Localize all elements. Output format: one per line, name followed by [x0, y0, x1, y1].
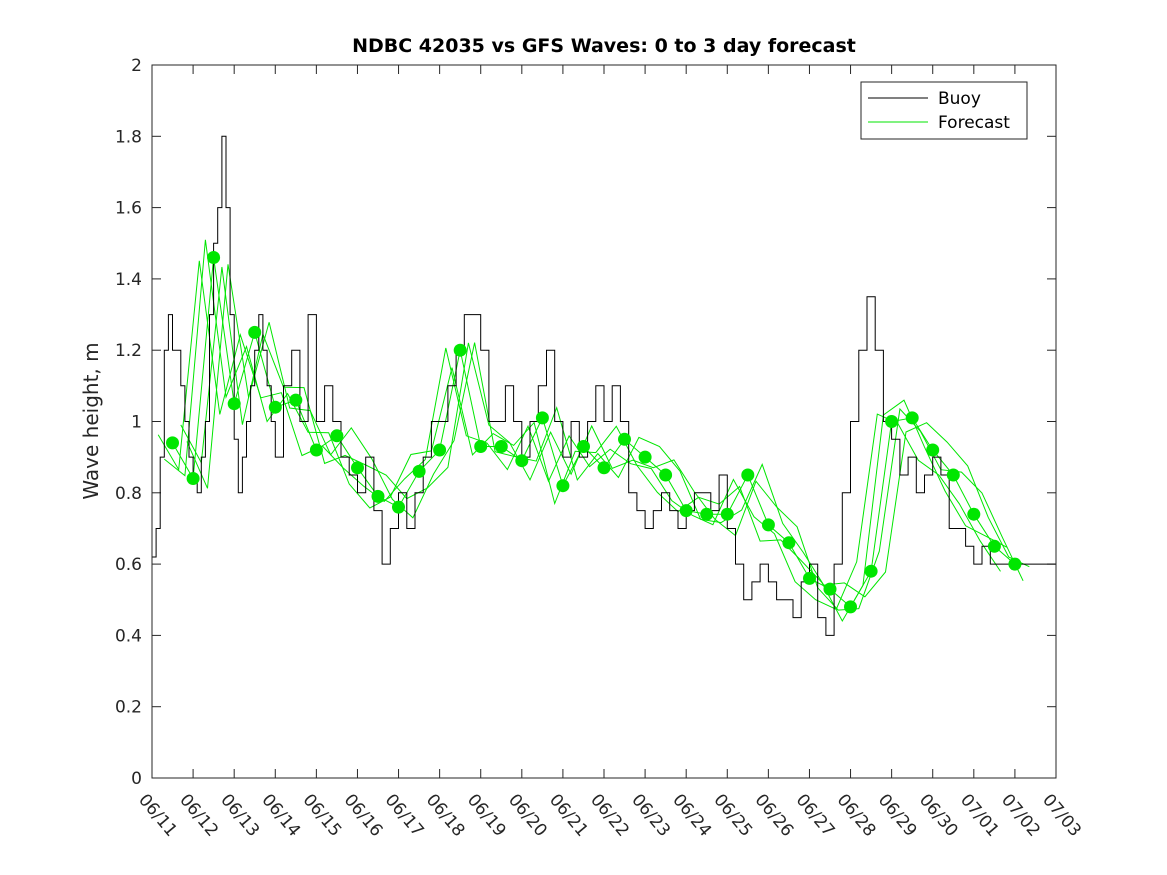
legend-buoy-label: Buoy [938, 89, 981, 109]
y-tick-label: 0.2 [115, 698, 142, 718]
forecast-point [309, 443, 323, 457]
forecast-point [207, 251, 221, 264]
forecast-point [946, 468, 960, 482]
forecast-point [659, 468, 673, 482]
forecast-point [227, 397, 241, 411]
forecast-point [823, 582, 837, 596]
forecast-point [248, 325, 262, 339]
forecast-point [761, 518, 775, 532]
y-tick-label: 2 [131, 56, 142, 76]
chart-title: NDBC 42035 vs GFS Waves: 0 to 3 day fore… [352, 35, 856, 57]
forecast-point [268, 400, 282, 414]
forecast-point [782, 536, 796, 550]
series-layer [152, 135, 1056, 636]
forecast-point [638, 450, 652, 464]
y-tick-label: 1 [131, 413, 142, 433]
forecast-point [679, 504, 693, 518]
forecast-point [453, 343, 467, 357]
forecast-point [474, 440, 488, 453]
forecast-point [371, 489, 385, 503]
forecast-point [186, 472, 200, 485]
forecast-point [741, 468, 755, 482]
y-tick-label: 0.8 [115, 484, 142, 504]
forecast-point [1008, 557, 1022, 571]
y-tick-label: 0 [131, 769, 142, 789]
forecast-point [905, 411, 919, 425]
legend-forecast-label: Forecast [938, 113, 1010, 133]
forecast-point [289, 393, 303, 407]
forecast-point [720, 507, 734, 521]
y-axis-label: Wave height, m [79, 342, 103, 499]
legend-box [860, 81, 1028, 140]
forecast-point [597, 461, 611, 475]
forecast-point [844, 600, 857, 614]
plot-frame [151, 64, 1057, 779]
forecast-point [535, 411, 549, 425]
y-tick-label: 1.4 [115, 270, 142, 290]
forecast-point [556, 479, 570, 493]
forecast-run-line [172, 257, 1016, 608]
y-tick-label: 0.6 [115, 555, 142, 575]
forecast-point [433, 443, 447, 457]
forecast-point [618, 432, 631, 446]
forecast-point [864, 564, 878, 578]
y-axis: 0 0.2 0.4 0.6 0.8 1 1.2 1.4 1.6 1.8 2 [115, 56, 1056, 789]
buoy-line [152, 135, 1056, 636]
forecast-point [392, 500, 405, 514]
forecast-point [330, 429, 344, 443]
y-tick-label: 0.4 [115, 626, 142, 646]
forecast-point [515, 454, 529, 468]
forecast-point [926, 443, 940, 457]
forecast-point [885, 415, 899, 428]
forecast-point [967, 507, 981, 521]
forecast-point [166, 436, 179, 450]
y-tick-label: 1.2 [115, 341, 142, 361]
forecast-point [987, 539, 1001, 553]
forecast-point [351, 461, 364, 475]
forecast-point [412, 464, 426, 478]
y-tick-label: 1.6 [115, 199, 142, 219]
y-tick-label: 1.8 [115, 127, 142, 147]
forecast-point [577, 440, 590, 453]
forecast-point [494, 440, 508, 453]
forecast-point [700, 507, 714, 521]
legend: Buoy Forecast [860, 81, 1028, 140]
forecast-point [803, 571, 816, 585]
